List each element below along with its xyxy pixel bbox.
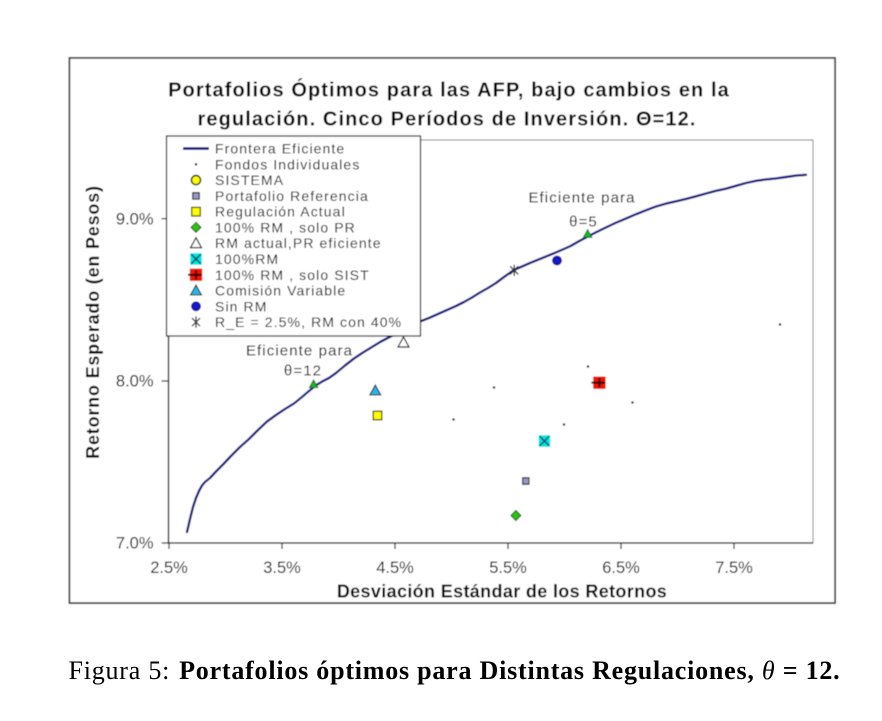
svg-text:Retorno Esperado (en Pesos): Retorno Esperado (en Pesos) [83, 185, 103, 459]
svg-text:regulación. Cinco Períodos de: regulación. Cinco Períodos de Inversión.… [197, 109, 696, 131]
svg-text:100%RM: 100%RM [215, 251, 279, 267]
svg-text:3.5%: 3.5% [263, 559, 301, 577]
svg-text:Eficiente para: Eficiente para [528, 190, 635, 207]
svg-text:Regulación Actual: Regulación Actual [215, 204, 346, 220]
svg-text:θ=5: θ=5 [569, 214, 598, 231]
svg-text:θ=12: θ=12 [284, 363, 322, 380]
svg-text:100% RM , solo PR: 100% RM , solo PR [215, 219, 356, 235]
svg-text:9.0%: 9.0% [116, 210, 154, 228]
svg-text:5.5%: 5.5% [489, 559, 527, 577]
svg-text:Desviación Estándar de los Ret: Desviación Estándar de los Retornos [337, 582, 667, 602]
svg-text:Eficiente para: Eficiente para [246, 343, 353, 360]
svg-text:Frontera Eficiente: Frontera Eficiente [215, 141, 345, 157]
svg-text:R_E = 2.5%, RM con 40%: R_E = 2.5%, RM con 40% [215, 314, 402, 330]
svg-text:Portafolios Óptimos para las A: Portafolios Óptimos para las AFP, bajo c… [168, 78, 730, 102]
svg-text:4.5%: 4.5% [376, 559, 414, 577]
svg-text:Sin RM: Sin RM [215, 298, 268, 314]
svg-text:SISTEMA: SISTEMA [215, 172, 284, 188]
svg-text:RM actual,PR eficiente: RM actual,PR eficiente [215, 235, 382, 251]
svg-text:7.5%: 7.5% [715, 559, 753, 577]
svg-text:Portafolio Referencia: Portafolio Referencia [215, 188, 369, 204]
svg-text:Comisión Variable: Comisión Variable [215, 283, 346, 299]
svg-text:8.0%: 8.0% [116, 373, 154, 391]
svg-text:100% RM , solo SIST: 100% RM , solo SIST [215, 267, 370, 283]
svg-text:2.5%: 2.5% [150, 559, 188, 577]
svg-text:Figura 5:Portafolios óptimos p: Figura 5: Portafolios óptimos para Distin… [69, 656, 841, 685]
svg-text:7.0%: 7.0% [116, 535, 154, 553]
svg-text:6.5%: 6.5% [602, 559, 640, 577]
svg-text:Fondos Individuales: Fondos Individuales [215, 156, 360, 172]
